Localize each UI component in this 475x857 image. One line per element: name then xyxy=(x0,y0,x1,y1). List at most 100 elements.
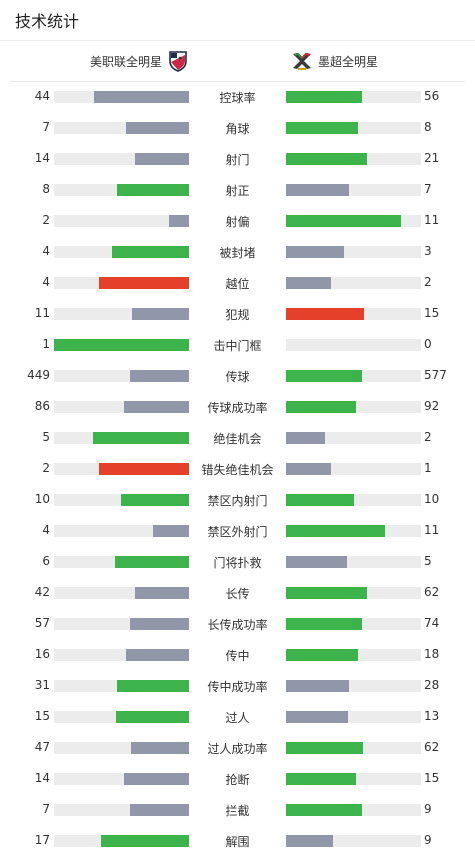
stat-label: 传球 xyxy=(225,370,250,384)
home-value: 31 xyxy=(34,678,50,692)
away-bar-fill xyxy=(286,277,331,289)
home-value: 6 xyxy=(42,554,50,568)
away-bar-track xyxy=(286,277,421,289)
away-value: 577 xyxy=(424,368,447,382)
stat-row: 1 击中门框 0 xyxy=(0,330,475,361)
away-value: 9 xyxy=(424,802,432,816)
away-value: 0 xyxy=(424,337,432,351)
home-value: 11 xyxy=(34,306,50,320)
home-bar-fill xyxy=(153,525,189,537)
home-bar-track xyxy=(54,649,189,661)
stat-row: 7 拦截 9 xyxy=(0,795,475,826)
away-bar-track xyxy=(286,649,421,661)
stat-row: 11 犯规 15 xyxy=(0,299,475,330)
away-bar-track xyxy=(286,556,421,568)
home-bar-track xyxy=(54,246,189,258)
home-value: 4 xyxy=(42,244,50,258)
stat-label: 射正 xyxy=(225,184,250,198)
home-bar-fill xyxy=(135,153,189,165)
stat-row: 449 传球 577 xyxy=(0,361,475,392)
away-bar-fill xyxy=(286,618,362,630)
away-bar-track xyxy=(286,680,421,692)
liga-mx-x-icon xyxy=(291,50,313,72)
home-value: 449 xyxy=(27,368,50,382)
away-value: 11 xyxy=(424,213,440,227)
home-bar-track xyxy=(54,618,189,630)
home-bar-fill xyxy=(112,246,189,258)
away-bar-fill xyxy=(286,835,333,847)
away-bar-track xyxy=(286,525,421,537)
away-bar-track xyxy=(286,122,421,134)
away-bar-track xyxy=(286,494,421,506)
home-bar-track xyxy=(54,308,189,320)
home-value: 4 xyxy=(42,523,50,537)
stat-label: 错失绝佳机会 xyxy=(201,463,274,477)
stat-label: 抢断 xyxy=(225,773,250,787)
home-value: 17 xyxy=(34,833,50,847)
home-value: 2 xyxy=(42,213,50,227)
home-bar-fill xyxy=(126,122,189,134)
away-bar-track xyxy=(286,711,421,723)
away-bar-fill xyxy=(286,246,344,258)
away-value: 18 xyxy=(424,647,440,661)
away-value: 21 xyxy=(424,151,440,165)
away-bar-track xyxy=(286,215,421,227)
away-value: 5 xyxy=(424,554,432,568)
stat-label: 禁区内射门 xyxy=(207,494,268,508)
home-value: 47 xyxy=(34,740,50,754)
home-bar-fill xyxy=(124,401,189,413)
stat-label: 绝佳机会 xyxy=(213,432,262,446)
away-bar-track xyxy=(286,432,421,444)
away-team-name: 墨超全明星 xyxy=(318,54,379,69)
away-bar-fill xyxy=(286,711,348,723)
home-bar-fill xyxy=(121,494,189,506)
away-value: 11 xyxy=(424,523,440,537)
away-bar-track xyxy=(286,246,421,258)
home-bar-fill xyxy=(115,556,189,568)
away-value: 74 xyxy=(424,616,440,630)
stat-row: 15 过人 13 xyxy=(0,702,475,733)
home-bar-fill xyxy=(117,680,189,692)
stat-label: 犯规 xyxy=(225,308,250,322)
away-value: 62 xyxy=(424,740,440,754)
home-value: 5 xyxy=(42,430,50,444)
home-bar-fill xyxy=(132,308,189,320)
stat-row: 47 过人成功率 62 xyxy=(0,733,475,764)
stat-label: 传中成功率 xyxy=(207,680,268,694)
home-value: 2 xyxy=(42,461,50,475)
away-value: 13 xyxy=(424,709,440,723)
home-bar-track xyxy=(54,91,189,103)
home-bar-track xyxy=(54,587,189,599)
home-team-name: 美职联全明星 xyxy=(90,54,163,69)
away-value: 28 xyxy=(424,678,440,692)
stat-label: 控球率 xyxy=(219,91,256,105)
away-bar-track xyxy=(286,308,421,320)
stat-label: 禁区外射门 xyxy=(207,525,268,539)
home-bar-track xyxy=(54,463,189,475)
stat-row: 86 传球成功率 92 xyxy=(0,392,475,423)
away-bar-track xyxy=(286,587,421,599)
home-value: 86 xyxy=(34,399,50,413)
away-team[interactable]: 墨超全明星 xyxy=(291,41,378,81)
away-bar-fill xyxy=(286,680,349,692)
home-bar-track xyxy=(54,401,189,413)
away-bar-fill xyxy=(286,556,347,568)
away-value: 2 xyxy=(424,430,432,444)
stat-row: 5 绝佳机会 2 xyxy=(0,423,475,454)
home-bar-track xyxy=(54,339,189,351)
teams-divider xyxy=(10,81,465,82)
stat-row: 4 被封堵 3 xyxy=(0,237,475,268)
home-team[interactable]: 美职联全明星 xyxy=(90,41,189,81)
away-value: 2 xyxy=(424,275,432,289)
home-value: 10 xyxy=(34,492,50,506)
home-bar-track xyxy=(54,742,189,754)
stat-row: 16 传中 18 xyxy=(0,640,475,671)
stat-label: 射门 xyxy=(225,153,250,167)
home-bar-track xyxy=(54,153,189,165)
home-bar-fill xyxy=(131,742,189,754)
away-bar-fill xyxy=(286,773,356,785)
home-value: 16 xyxy=(34,647,50,661)
away-bar-track xyxy=(286,835,421,847)
stat-label: 被封堵 xyxy=(219,246,256,260)
stat-label: 长传 xyxy=(225,587,250,601)
